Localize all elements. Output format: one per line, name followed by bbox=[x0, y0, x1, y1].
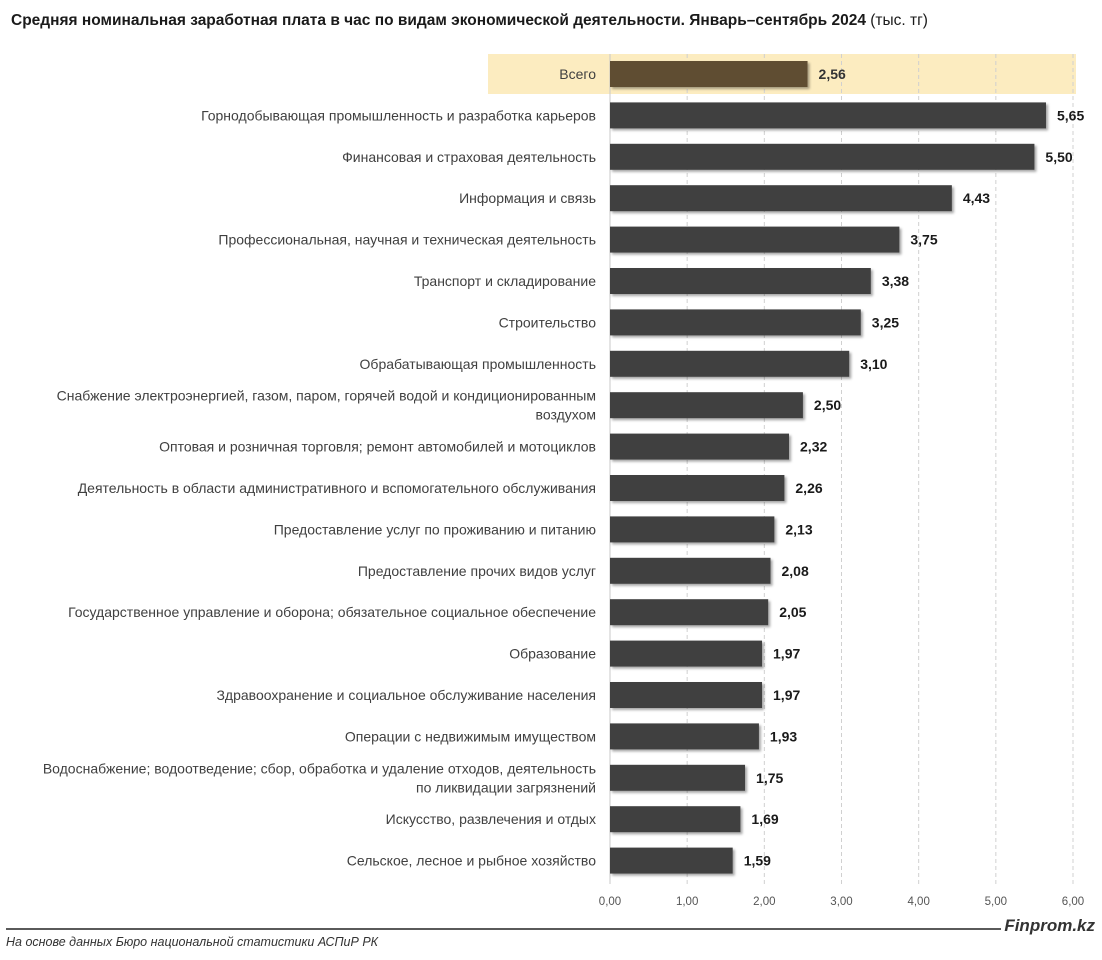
value-label: 5,50 bbox=[1045, 149, 1072, 165]
bar bbox=[610, 433, 790, 460]
bar bbox=[610, 764, 746, 791]
category-label: Информация и связь bbox=[459, 190, 596, 206]
bar bbox=[610, 516, 775, 543]
category-label: Здравоохранение и социальное обслуживани… bbox=[216, 687, 596, 703]
value-label: 2,05 bbox=[779, 604, 806, 620]
bar bbox=[610, 102, 1046, 129]
category-label: Обрабатывающая промышленность bbox=[360, 356, 596, 372]
x-tick-label: 0,00 bbox=[599, 896, 621, 908]
x-tick-label: 6,00 bbox=[1062, 896, 1084, 908]
category-label: Искусство, развлечения и отдых bbox=[386, 811, 596, 827]
bar bbox=[610, 599, 769, 626]
bar bbox=[610, 350, 850, 377]
category-label: Водоснабжение; водоотведение; сбор, обра… bbox=[43, 760, 596, 776]
bar bbox=[610, 392, 803, 419]
value-label: 2,56 bbox=[819, 66, 846, 82]
bar bbox=[610, 185, 952, 212]
value-label: 3,75 bbox=[910, 232, 937, 248]
bar bbox=[610, 682, 763, 708]
footer-divider bbox=[6, 928, 1001, 930]
value-label: 3,38 bbox=[882, 273, 909, 289]
value-label: 2,50 bbox=[814, 397, 841, 413]
value-label: 1,93 bbox=[770, 728, 797, 744]
bar bbox=[610, 475, 785, 501]
category-label: Профессиональная, научная и техническая … bbox=[218, 232, 596, 248]
bar bbox=[610, 61, 808, 87]
bar bbox=[610, 723, 759, 750]
value-label: 3,10 bbox=[860, 356, 887, 372]
category-label: Снабжение электроэнергией, газом, паром,… bbox=[57, 388, 596, 404]
x-tick-label: 4,00 bbox=[907, 896, 929, 908]
bar bbox=[610, 309, 861, 336]
category-label: Оптовая и розничная торговля; ремонт авт… bbox=[159, 439, 596, 455]
bar bbox=[610, 268, 871, 294]
value-label: 2,32 bbox=[800, 439, 827, 455]
value-label: 2,26 bbox=[795, 480, 822, 496]
value-label: 5,65 bbox=[1057, 107, 1084, 123]
value-label: 2,13 bbox=[785, 521, 812, 537]
category-label: Операции с недвижимым имуществом bbox=[345, 728, 596, 744]
category-label: Государственное управление и оборона; об… bbox=[68, 604, 596, 620]
value-label: 1,97 bbox=[773, 646, 800, 662]
chart-title-text: Средняя номинальная заработная плата в ч… bbox=[11, 12, 866, 29]
value-label: 3,25 bbox=[872, 314, 899, 330]
value-label: 1,97 bbox=[773, 687, 800, 703]
value-label: 1,75 bbox=[756, 770, 783, 786]
category-label: воздухом bbox=[536, 407, 596, 423]
category-label: Предоставление прочих видов услуг bbox=[358, 563, 596, 579]
category-label: Строительство bbox=[499, 314, 597, 330]
brand-logo-text: Finprom.kz bbox=[1004, 916, 1095, 935]
bar bbox=[610, 640, 763, 667]
bar bbox=[610, 143, 1035, 170]
category-label: Горнодобывающая промышленность и разрабо… bbox=[201, 107, 596, 123]
category-label: Финансовая и страховая деятельность bbox=[342, 149, 596, 165]
bar bbox=[610, 226, 900, 253]
chart-title-unit: (тыс. тг) bbox=[870, 12, 928, 29]
x-tick-label: 2,00 bbox=[753, 896, 775, 908]
category-label: Предоставление услуг по проживанию и пит… bbox=[274, 521, 596, 537]
source-note: На основе данных Бюро национальной стати… bbox=[6, 935, 379, 949]
category-label: Образование bbox=[509, 646, 596, 662]
bar bbox=[610, 806, 741, 833]
category-label: Всего bbox=[559, 66, 596, 82]
value-label: 4,43 bbox=[963, 190, 990, 206]
category-label: Транспорт и складирование bbox=[414, 273, 596, 289]
value-label: 1,69 bbox=[751, 811, 778, 827]
chart-title: Средняя номинальная заработная плата в ч… bbox=[11, 12, 928, 30]
bar bbox=[610, 557, 771, 584]
bar bbox=[610, 847, 733, 874]
value-label: 1,59 bbox=[744, 853, 771, 869]
category-label: Деятельность в области административного… bbox=[78, 480, 596, 496]
category-label: Сельское, лесное и рыбное хозяйство bbox=[347, 853, 596, 869]
value-label: 2,08 bbox=[782, 563, 809, 579]
x-tick-label: 3,00 bbox=[830, 896, 852, 908]
category-label: по ликвидации загрязнений bbox=[416, 779, 596, 795]
x-tick-label: 5,00 bbox=[985, 896, 1007, 908]
x-tick-label: 1,00 bbox=[676, 896, 698, 908]
